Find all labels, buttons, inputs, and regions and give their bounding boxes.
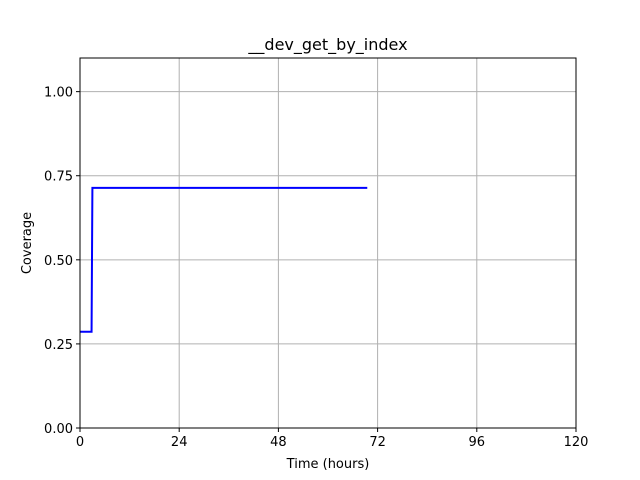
y-tick-label: 0.50 [44, 254, 73, 269]
plot-frame [79, 57, 577, 429]
x-tick-label: 120 [564, 435, 589, 450]
x-tick-label: 72 [369, 435, 386, 450]
coverage-series-line [80, 186, 368, 333]
series-layer [80, 186, 368, 333]
y-axis: 0.00 0.25 0.50 0.75 1.00 [44, 86, 80, 437]
y-tick-label: 0.25 [44, 338, 73, 353]
chart-title: __dev_get_by_index [247, 35, 407, 55]
x-tick-label: 0 [76, 435, 84, 450]
y-tick-label: 0.75 [44, 170, 73, 185]
x-tick-label: 96 [469, 435, 486, 450]
y-tick-label: 0.00 [44, 422, 73, 437]
x-tick-label: 24 [171, 435, 188, 450]
x-axis-label: Time (hours) [286, 457, 370, 472]
y-axis-label: Coverage [20, 212, 35, 274]
x-axis: 0 24 48 72 96 120 [76, 428, 589, 450]
x-tick-label: 48 [270, 435, 287, 450]
y-tick-label: 1.00 [44, 86, 73, 101]
